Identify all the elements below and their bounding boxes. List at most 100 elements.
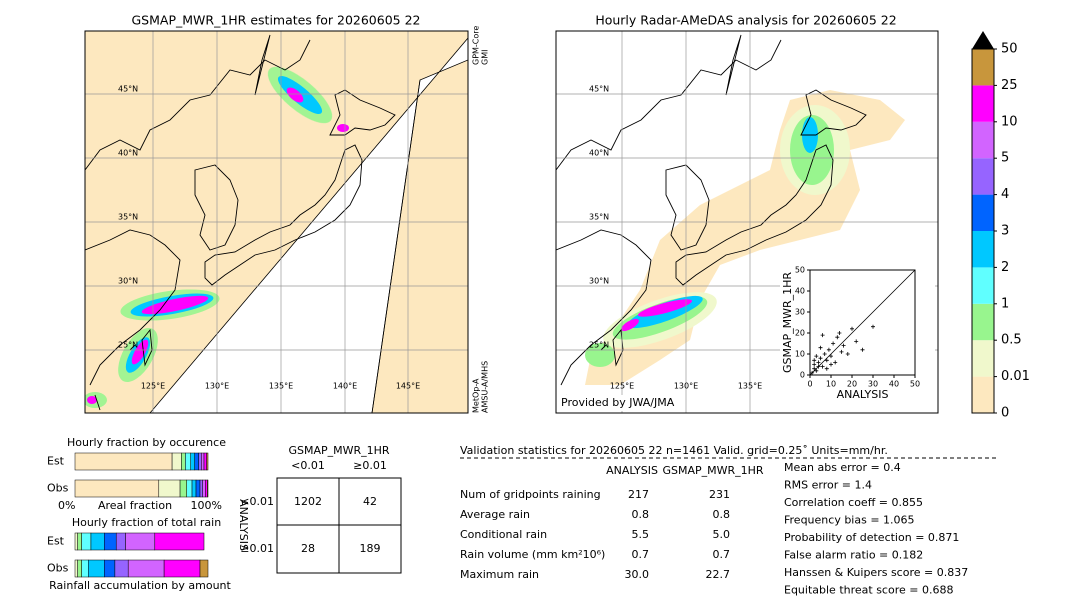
scatter-point [871,324,875,329]
stat-value: 231 [709,488,730,501]
scatter-point [814,354,819,359]
x-axis-label: ANALYSIS [837,388,889,401]
colorbar-segment [972,376,994,413]
fraction-segment [74,479,160,498]
scatter-point [816,360,821,365]
stat-value: 217 [628,488,649,501]
colorbar-segment [972,303,994,341]
row-label: Obs [47,562,69,575]
fraction-segment [104,532,117,551]
colorbar-label: 1 [1001,296,1009,311]
scatter-point [829,354,833,359]
y-tick-label: 50 [795,266,805,275]
fraction-segment [74,532,78,551]
colorbar-label: 5 [1001,151,1009,166]
stat-value: 5.5 [632,528,650,541]
fraction-segment [154,532,205,551]
lat-label: 30°N [118,277,138,286]
x-tick-label: 30 [868,380,878,389]
lat-label: 45°N [118,85,138,94]
panel-footer: Rainfall accumulation by amount [49,579,231,592]
stat-name: Rain volume (mm km²10⁶) [460,548,605,561]
col-header: ANALYSIS [606,464,658,477]
axis-center: Areal fraction [98,499,172,512]
cell: 28 [301,542,315,555]
left-map: GSMAP_MWR_1HR estimates for 20260605 22 … [84,13,469,414]
cell: 42 [363,495,377,508]
fraction-segment [207,479,209,498]
axis-left: 0% [58,499,75,512]
scatter-point [812,358,817,363]
x-tick-label: 20 [847,380,857,389]
stat-value: 0.8 [713,508,731,521]
stat-name: Maximum rain [460,568,539,581]
fraction-segment [185,452,191,471]
side-label: ANALYSIS [237,499,250,551]
col-header: <0.01 [291,459,325,472]
map-title: GSMAP_MWR_1HR estimates for 20260605 22 [132,13,421,28]
scatter-point [812,366,817,371]
lat-label: 40°N [589,149,609,158]
panel-title: Hourly fraction of total rain [72,516,221,529]
stat-value: 0.7 [632,548,650,561]
colorbar-segment [972,231,994,268]
val-header: Validation statistics for 20260605 22 n=… [460,444,888,457]
scatter-point [816,364,821,369]
colorbar-segment [972,158,994,195]
fraction-segment [163,559,201,578]
lon-label: 130°E [205,382,229,391]
diagonal [809,269,916,376]
row-header: ≥0.01 [240,542,274,555]
score: Mean abs error = 0.4 [784,461,901,474]
x-tick-label: 50 [910,380,920,389]
lat-label: 45°N [589,85,609,94]
row-label: Est [47,535,65,548]
colorbar-label: 0.5 [1001,333,1022,348]
sensor-label: GPM-Core [472,26,481,65]
lat-label: 35°N [589,213,609,222]
scatter-point [831,341,836,346]
y-axis-label: GSMAP_MWR_1HR [781,272,794,373]
col-header: GSMAP_MWR_1HR [662,464,763,477]
fraction-segment [201,452,205,471]
x-tick-label: 40 [889,380,899,389]
stat-name: Conditional rain [460,528,547,541]
fraction-segment [77,559,82,578]
scatter-point [822,352,827,356]
colorbar-label: 4 [1001,187,1009,202]
fraction-segment [202,479,206,498]
fraction-segment [127,559,165,578]
fraction-segment [186,479,193,498]
scatter-point [829,362,833,367]
lon-label: 135°E [738,382,762,391]
lon-label: 135°E [269,382,293,391]
sensor-label: GMI [481,50,490,65]
lat-label: 30°N [589,277,609,286]
y-tick-label: 0 [800,371,805,380]
fraction-segment [90,532,105,551]
fraction-segment [125,532,156,551]
score: Probability of detection = 0.871 [784,531,959,544]
table-title: GSMAP_MWR_1HR [288,444,389,457]
colorbar-label: 25 [1001,78,1018,93]
y-tick-label: 30 [795,308,805,317]
score: Frequency bias = 1.065 [784,514,915,527]
score: Correlation coeff = 0.855 [784,496,923,509]
fraction-segment [179,479,187,498]
scatter-point [824,366,829,371]
scatter-point [810,370,815,375]
score: Equitable threat score = 0.688 [784,584,953,597]
fraction-segment [195,479,201,498]
fraction-segment [198,452,202,471]
fraction-segment [206,452,209,471]
scatter-point [826,347,831,352]
stat-value: 5.0 [713,528,731,541]
sensor-label: AMSU-A/MHS [481,361,490,413]
y-tick-label: 10 [795,350,805,359]
colorbar-label: 2 [1001,260,1009,275]
scatter-point [818,356,823,361]
cell: 189 [360,542,381,555]
colorbar-label: 3 [1001,224,1009,239]
stat-value: 0.8 [632,508,650,521]
colorbar-segment [972,267,994,304]
